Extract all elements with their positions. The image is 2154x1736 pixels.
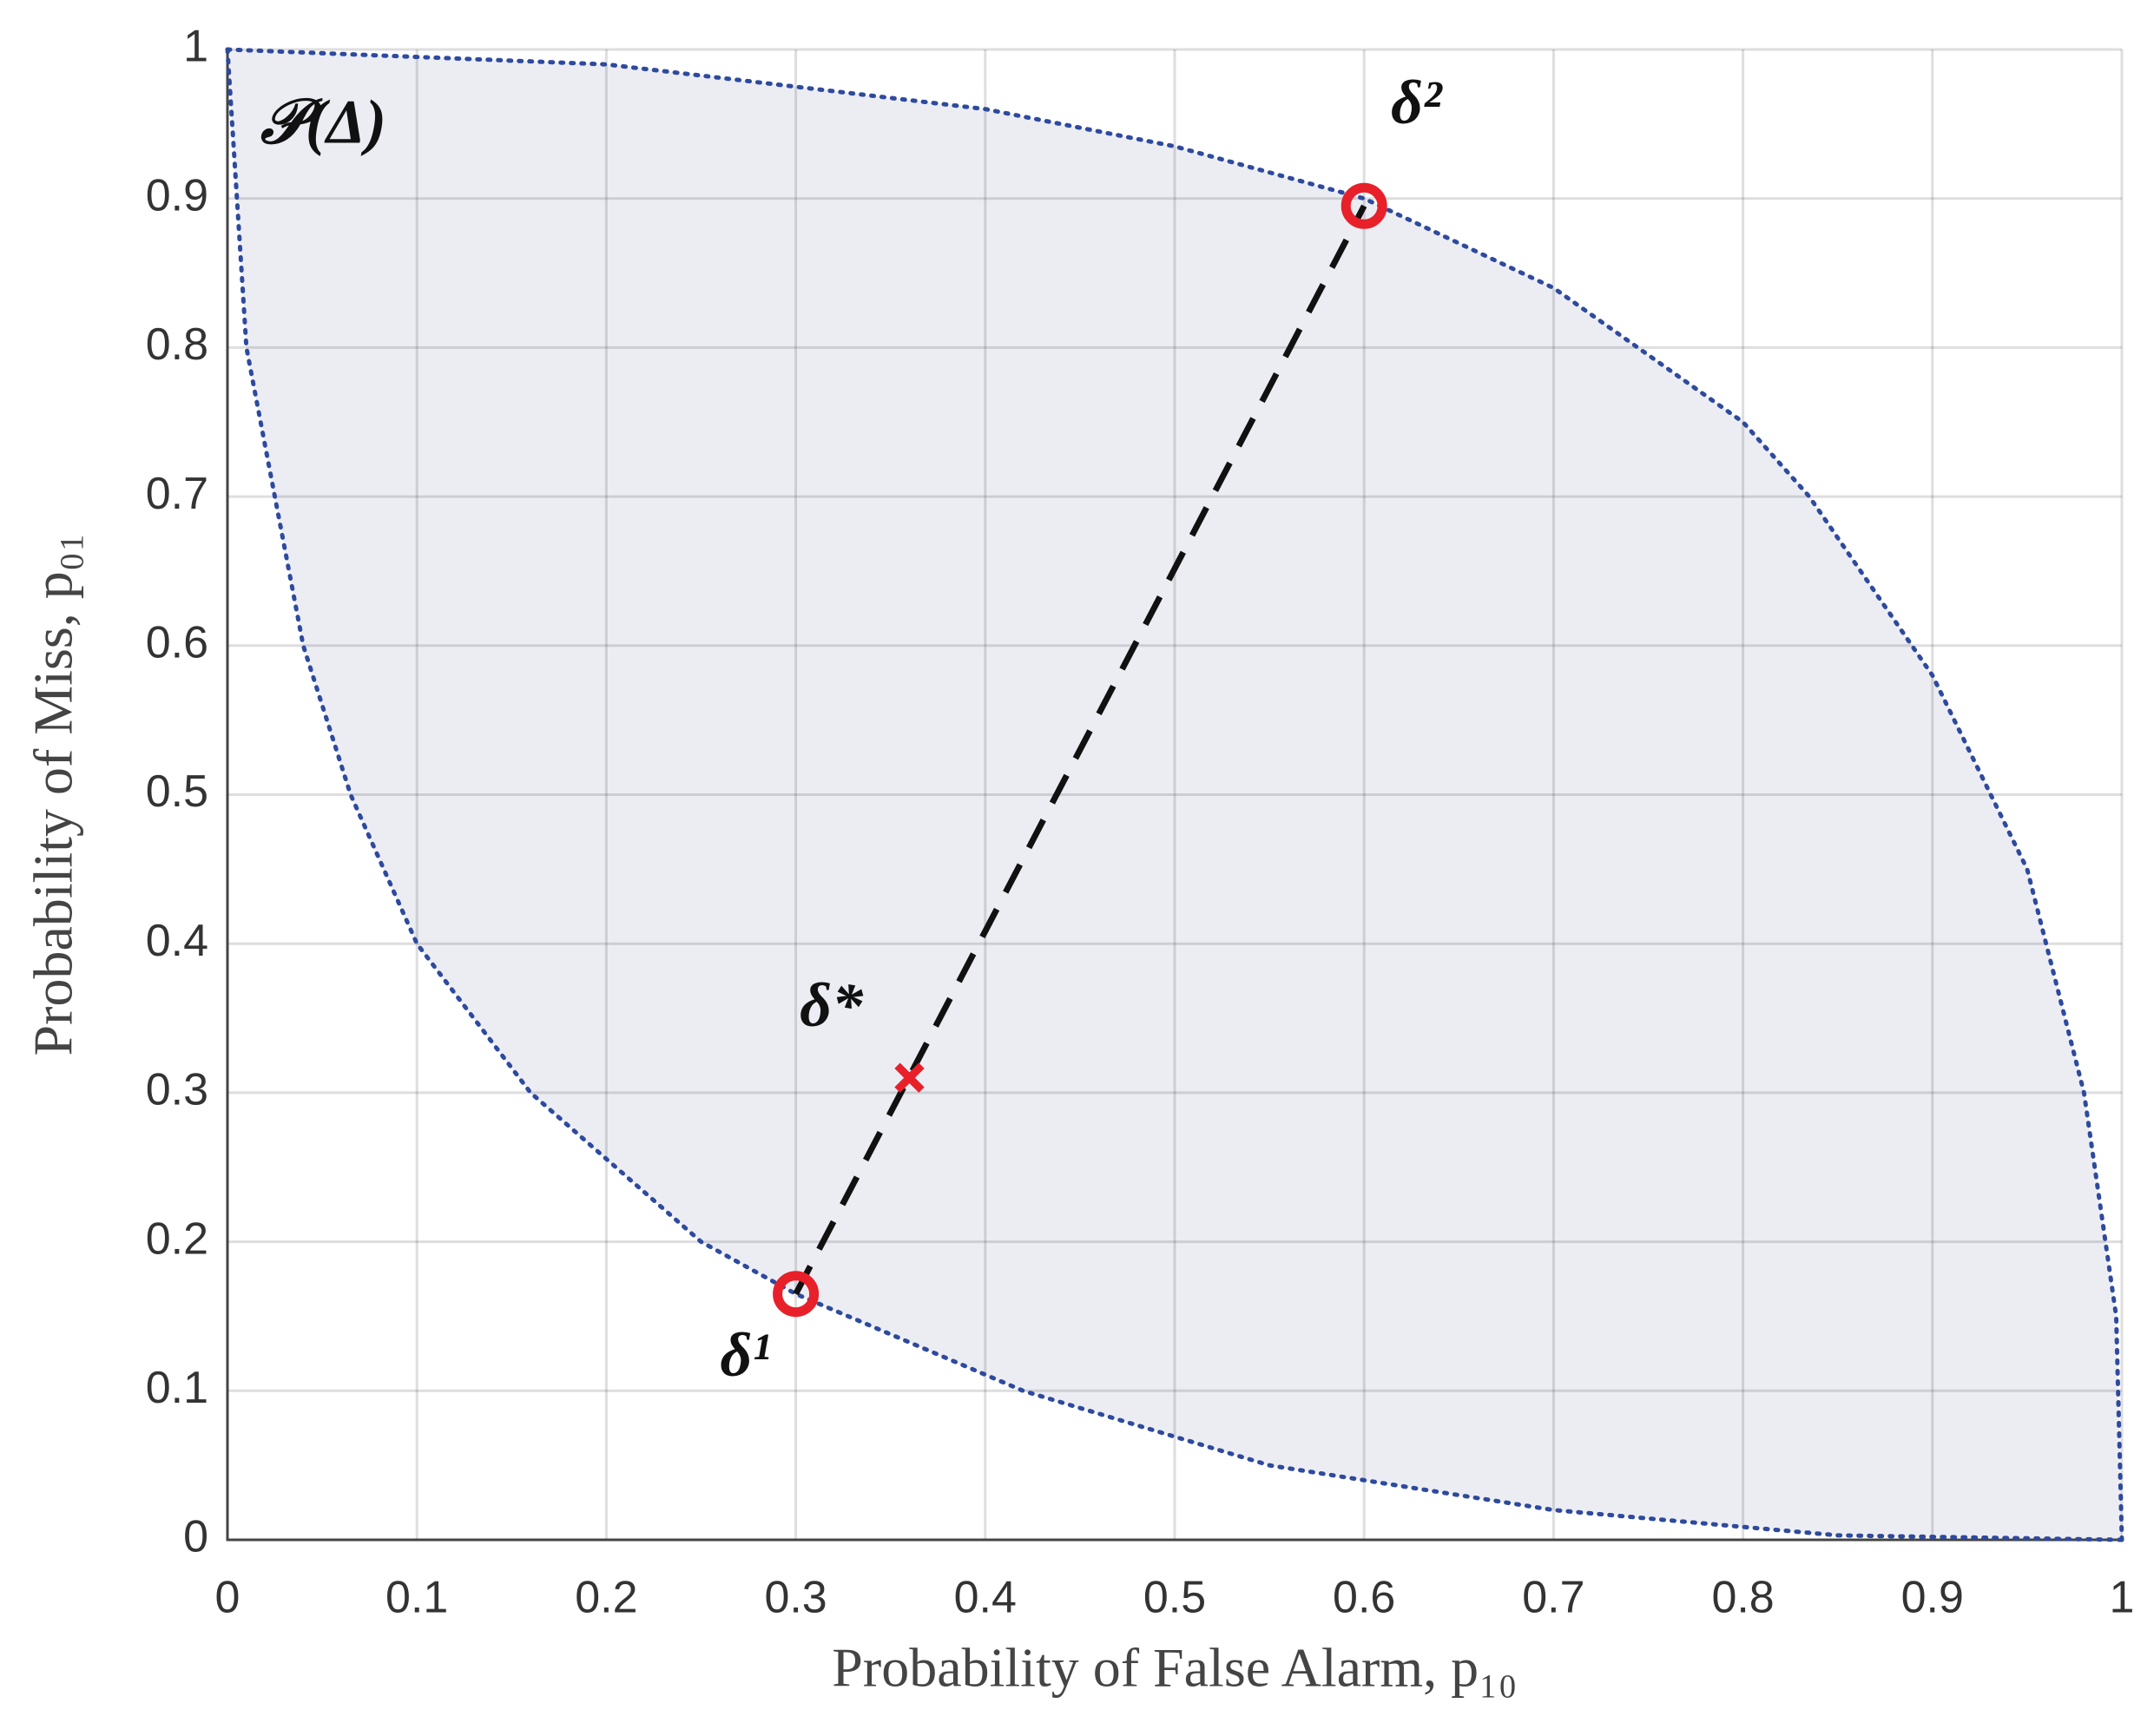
y-tick-label: 0.4	[146, 916, 208, 966]
feasible-region	[227, 49, 2122, 1540]
axes-frame	[226, 49, 2122, 1542]
x-tick-label: 0.4	[954, 1573, 1017, 1623]
point-marker	[894, 1062, 925, 1093]
region-boundary	[225, 47, 2124, 1542]
y-tick-label: 0.3	[146, 1065, 208, 1115]
y-tick-label: 0.8	[146, 319, 208, 370]
y-tick-label: 0	[183, 1512, 208, 1562]
x-tick-label: 0.8	[1711, 1573, 1774, 1623]
y-tick-label: 0.9	[146, 170, 208, 220]
point-label: δ¹	[720, 1320, 770, 1390]
x-tick-label: 0.1	[385, 1573, 448, 1623]
y-tick-label: 0.2	[146, 1213, 208, 1264]
point-marker	[773, 1271, 820, 1318]
x-tick-label: 0	[215, 1573, 240, 1623]
y-tick-label: 1	[183, 22, 208, 72]
y-axis-label: Probability of Miss, p₀₁	[23, 533, 84, 1056]
region-label: 𝒫(Δ)	[260, 88, 386, 157]
x-tick-label: 1	[2110, 1573, 2135, 1623]
mixing-segment	[793, 204, 1367, 1296]
x-tick-label: 0.2	[575, 1573, 637, 1623]
x-tick-label: 0.3	[764, 1573, 827, 1623]
point-marker	[1340, 182, 1387, 229]
x-axis-label: Probability of False Alarm, p₁₀	[832, 1637, 1517, 1699]
y-tick-label: 0.5	[146, 766, 208, 817]
y-tick-label: 0.1	[146, 1363, 208, 1413]
x-tick-label: 0.9	[1901, 1573, 1964, 1623]
x-tick-label: 0.6	[1333, 1573, 1395, 1623]
x-tick-label: 0.7	[1522, 1573, 1584, 1623]
y-tick-label: 0.6	[146, 618, 208, 668]
y-tick-label: 0.7	[146, 469, 208, 519]
x-tick-label: 0.5	[1143, 1573, 1206, 1623]
point-label: δ*	[800, 970, 864, 1040]
region-boundary	[225, 47, 2124, 1542]
point-label: δ²	[1391, 68, 1443, 137]
